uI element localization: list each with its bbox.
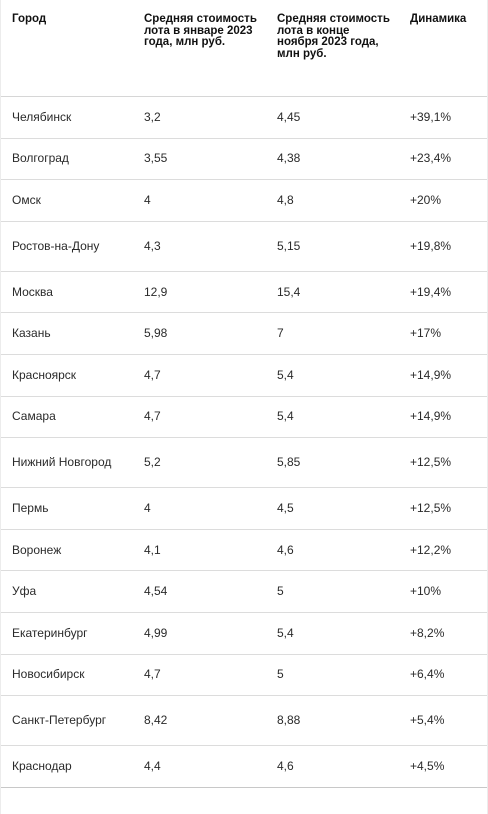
change-cell: +5,4%	[410, 713, 445, 728]
nov-price-cell: 7	[277, 326, 284, 341]
table-row: Новосибирск 4,7 5 +6,4%	[0, 655, 488, 697]
city-cell: Екатеринбург	[12, 625, 88, 640]
nov-price-cell: 4,8	[277, 192, 294, 207]
change-cell: +19,8%	[410, 238, 452, 253]
city-cell: Краснодар	[12, 758, 72, 773]
change-cell: +23,4%	[410, 151, 452, 166]
jan-price-cell: 4,7	[144, 367, 161, 382]
jan-price-cell: 4,3	[144, 238, 161, 253]
city-cell: Нижний Новгород	[12, 455, 112, 470]
city-cell: Уфа	[12, 584, 37, 599]
table-row: Екатеринбург 4,99 5,4 +8,2%	[0, 613, 488, 655]
city-cell: Санкт-Петербург	[12, 713, 107, 728]
change-cell: +12,5%	[410, 500, 452, 515]
change-cell: +6,4%	[410, 667, 445, 682]
change-cell: +20%	[410, 192, 442, 207]
table-row: Ростов-на-Дону 4,3 5,15 +19,8%	[0, 222, 488, 272]
city-cell: Омск	[12, 192, 41, 207]
jan-price-cell: 4	[144, 500, 151, 515]
jan-price-cell: 5,2	[144, 455, 161, 470]
jan-price-cell: 4,4	[144, 758, 161, 773]
nov-price-cell: 4,6	[277, 758, 294, 773]
table-row: Омск 4 4,8 +20%	[0, 180, 488, 222]
city-cell: Самара	[12, 409, 56, 424]
nov-price-cell: 5,4	[277, 625, 294, 640]
nov-price-cell: 5	[277, 667, 284, 682]
jan-price-cell: 8,42	[144, 713, 168, 728]
change-cell: +12,5%	[410, 455, 452, 470]
table-row: Пермь 4 4,5 +12,5%	[0, 488, 488, 530]
nov-price-cell: 4,6	[277, 542, 294, 557]
jan-price-cell: 4	[144, 192, 151, 207]
city-cell: Москва	[12, 284, 53, 299]
change-cell: +14,9%	[410, 409, 452, 424]
jan-price-cell: 4,7	[144, 409, 161, 424]
city-cell: Челябинск	[12, 109, 72, 124]
nov-price-cell: 4,38	[277, 151, 301, 166]
city-cell: Новосибирск	[12, 667, 85, 682]
city-cell: Красноярск	[12, 367, 77, 382]
change-cell: +10%	[410, 584, 442, 599]
jan-price-cell: 4,7	[144, 667, 161, 682]
nov-price-cell: 5,4	[277, 409, 294, 424]
table-row: Санкт-Петербург 8,42 8,88 +5,4%	[0, 696, 488, 747]
jan-price-cell: 4,54	[144, 584, 168, 599]
nov-price-cell: 4,45	[277, 109, 301, 124]
table-row: Самара 4,7 5,4 +14,9%	[0, 397, 488, 439]
table-row: Челябинск 3,2 4,45 +39,1%	[0, 97, 488, 139]
jan-price-cell: 12,9	[144, 284, 168, 299]
table-row: Москва 12,9 15,4 +19,4%	[0, 272, 488, 314]
jan-price-cell: 5,98	[144, 326, 168, 341]
city-cell: Ростов-на-Дону	[12, 238, 100, 253]
change-cell: +4,5%	[410, 758, 445, 773]
jan-price-cell: 3,55	[144, 151, 168, 166]
change-cell: +8,2%	[410, 625, 445, 640]
table-row: Волгоград 3,55 4,38 +23,4%	[0, 139, 488, 181]
city-cell: Волгоград	[12, 151, 69, 166]
nov-price-cell: 5	[277, 584, 284, 599]
table-row: Красноярск 4,7 5,4 +14,9%	[0, 355, 488, 397]
jan-price-cell: 4,1	[144, 542, 161, 557]
table-row: Уфа 4,54 5 +10%	[0, 571, 488, 613]
table-row: Нижний Новгород 5,2 5,85 +12,5%	[0, 438, 488, 489]
jan-price-cell: 3,2	[144, 109, 161, 124]
change-cell: +17%	[410, 326, 442, 341]
header-change: Динамика	[410, 13, 467, 25]
nov-price-cell: 15,4	[277, 284, 301, 299]
change-cell: +19,4%	[410, 284, 452, 299]
change-cell: +39,1%	[410, 109, 452, 124]
table-row: Воронеж 4,1 4,6 +12,2%	[0, 530, 488, 572]
header-nov-price: Средняя стоимость лота в конце ноября 20…	[277, 13, 390, 60]
header-jan-price: Средняя стоимость лота в январе 2023 год…	[144, 13, 257, 48]
jan-price-cell: 4,99	[144, 625, 168, 640]
change-cell: +14,9%	[410, 367, 452, 382]
nov-price-cell: 5,4	[277, 367, 294, 382]
nov-price-cell: 4,5	[277, 500, 294, 515]
city-cell: Пермь	[12, 500, 49, 515]
change-cell: +12,2%	[410, 542, 452, 557]
city-cell: Воронеж	[12, 542, 62, 557]
table-header-row: Город Средняя стоимость лота в январе 20…	[0, 0, 488, 97]
table-row: Краснодар 4,4 4,6 +4,5%	[0, 746, 488, 788]
nov-price-cell: 5,15	[277, 238, 301, 253]
header-city: Город	[12, 13, 47, 25]
table-row: Казань 5,98 7 +17%	[0, 313, 488, 355]
nov-price-cell: 5,85	[277, 455, 301, 470]
city-cell: Казань	[12, 326, 51, 341]
nov-price-cell: 8,88	[277, 713, 301, 728]
